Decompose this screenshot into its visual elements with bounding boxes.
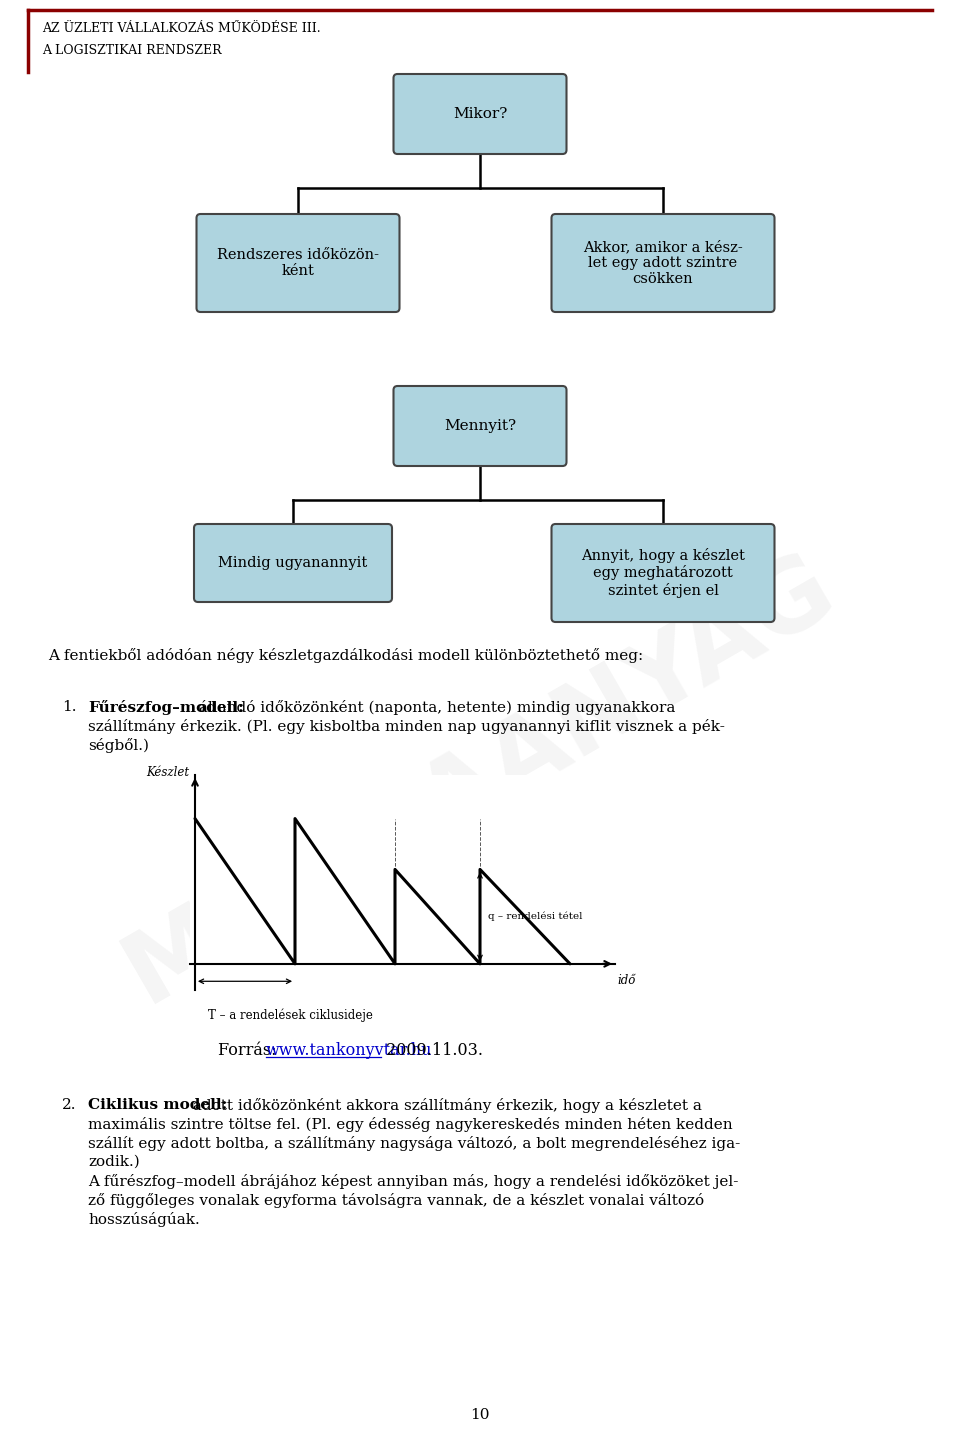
FancyBboxPatch shape <box>194 524 392 601</box>
Text: A LOGISZTIKAI RENDSZER: A LOGISZTIKAI RENDSZER <box>42 44 222 57</box>
Text: maximális szintre töltse fel. (Pl. egy édesség nagykereskedés minden héten kedde: maximális szintre töltse fel. (Pl. egy é… <box>88 1117 732 1133</box>
Text: A fűrészfog–modell ábrájához képest annyiban más, hogy a rendelési időközöket je: A fűrészfog–modell ábrájához képest anny… <box>88 1174 738 1189</box>
Text: zodik.): zodik.) <box>88 1156 140 1169</box>
FancyBboxPatch shape <box>394 74 566 155</box>
Text: ző függőleges vonalak egyforma távolságra vannak, de a készlet vonalai változó: ző függőleges vonalak egyforma távolságr… <box>88 1193 704 1209</box>
Text: Rendszeres időközön-
ként: Rendszeres időközön- ként <box>217 248 379 278</box>
FancyBboxPatch shape <box>197 213 399 312</box>
Text: T – a rendelések ciklusideje: T – a rendelések ciklusideje <box>207 1008 372 1021</box>
Text: Mikor?: Mikor? <box>453 107 507 120</box>
Text: q – rendelési tétel: q – rendelési tétel <box>488 912 583 921</box>
Text: szállítmány érkezik. (Pl. egy kisboltba minden nap ugyanannyi kiflit visznek a p: szállítmány érkezik. (Pl. egy kisboltba … <box>88 719 725 735</box>
Text: Mennyit?: Mennyit? <box>444 420 516 432</box>
Text: A fentiekből adódóan négy készletgazdálkodási modell különböztethető meg:: A fentiekből adódóan négy készletgazdálk… <box>48 649 643 663</box>
Text: 1.: 1. <box>62 700 77 715</box>
Text: ségből.): ségből.) <box>88 737 149 753</box>
Text: Mindig ugyanannyit: Mindig ugyanannyit <box>218 556 368 570</box>
Text: Forrás:: Forrás: <box>218 1042 281 1060</box>
Text: Annyit, hogy a készlet
egy meghatározott
szintet érjen el: Annyit, hogy a készlet egy meghatározott… <box>581 548 745 599</box>
Text: 2.: 2. <box>62 1098 77 1113</box>
FancyBboxPatch shape <box>551 213 775 312</box>
Text: szállít egy adott boltba, a szállítmány nagysága változó, a bolt megrendeléséhez: szállít egy adott boltba, a szállítmány … <box>88 1136 740 1151</box>
FancyBboxPatch shape <box>394 387 566 465</box>
Text: www.tankonyvtar.hu: www.tankonyvtar.hu <box>266 1042 433 1060</box>
Text: hosszúságúak.: hosszúságúak. <box>88 1211 200 1227</box>
Text: Akkor, amikor a kész-
let egy adott szintre
csökken: Akkor, amikor a kész- let egy adott szin… <box>583 239 743 286</box>
Text: adott időközönként akkora szállítmány érkezik, hogy a készletet a: adott időközönként akkora szállítmány ér… <box>188 1098 702 1113</box>
Text: Készlet: Készlet <box>146 766 189 779</box>
Text: 2009.11.03.: 2009.11.03. <box>381 1042 483 1060</box>
Text: AZ ÜZLETI VÁLLALKOZÁS MŰKÖDÉSE III.: AZ ÜZLETI VÁLLALKOZÁS MŰKÖDÉSE III. <box>42 21 321 34</box>
Text: MUNKAANYAG: MUNKAANYAG <box>108 537 852 1022</box>
Text: Fűrészfog–modell:: Fűrészfog–modell: <box>88 700 244 715</box>
FancyBboxPatch shape <box>551 524 775 621</box>
Text: idő: idő <box>617 974 636 987</box>
Text: Ciklikus modell:: Ciklikus modell: <box>88 1098 228 1113</box>
Text: állandó időközönként (naponta, hetente) mindig ugyanakkora: állandó időközönként (naponta, hetente) … <box>194 700 676 715</box>
Text: 10: 10 <box>470 1408 490 1422</box>
